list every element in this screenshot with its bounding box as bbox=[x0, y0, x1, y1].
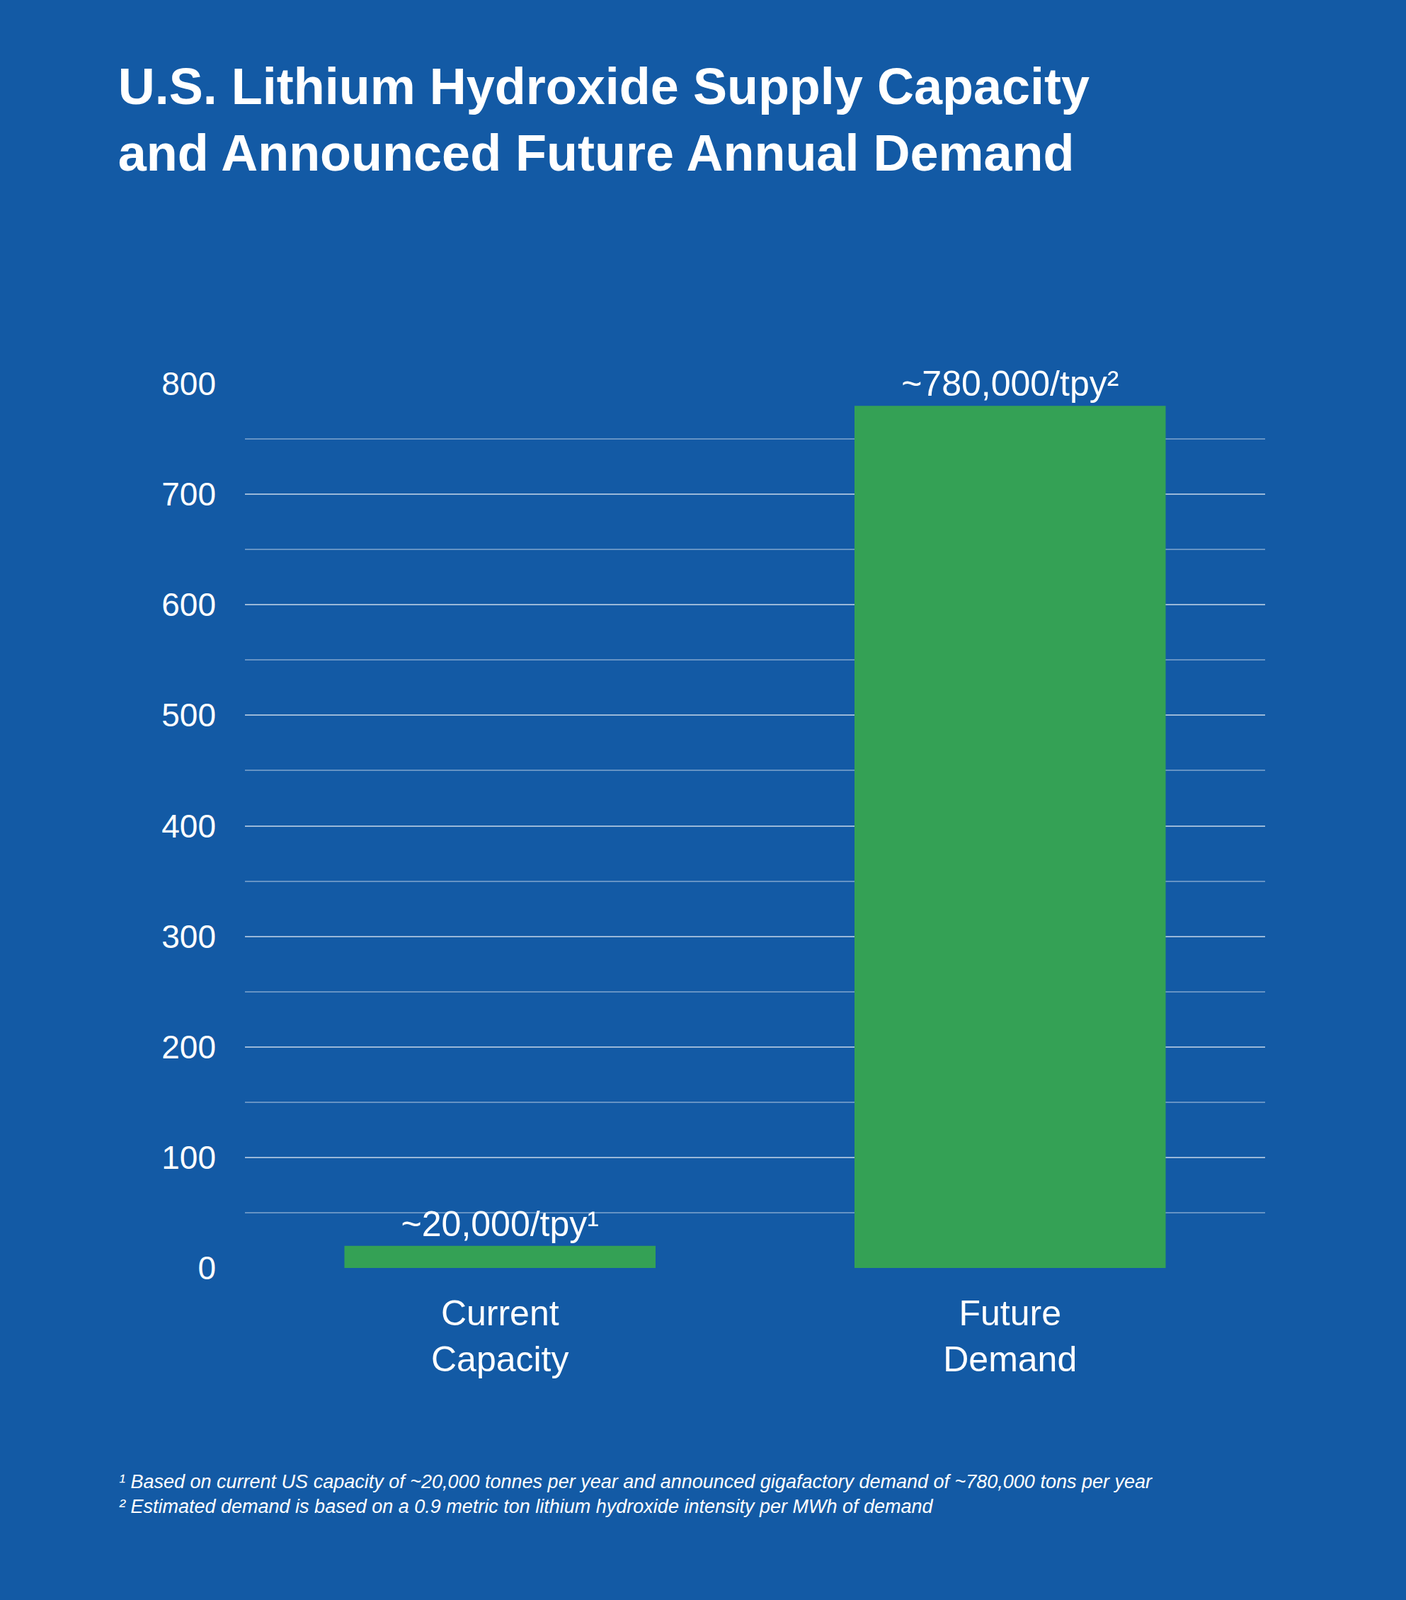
svg-text:FutureDemand: FutureDemand bbox=[942, 1293, 1077, 1380]
svg-text:300: 300 bbox=[161, 918, 216, 956]
svg-text:100: 100 bbox=[161, 1139, 216, 1176]
svg-text:600: 600 bbox=[161, 586, 216, 624]
svg-text:700: 700 bbox=[161, 475, 216, 513]
svg-text:~20,000/tpy¹: ~20,000/tpy¹ bbox=[401, 1204, 599, 1244]
svg-text:800: 800 bbox=[161, 365, 216, 403]
svg-text:400: 400 bbox=[161, 807, 216, 845]
svg-text:200: 200 bbox=[161, 1028, 216, 1066]
svg-text:CurrentCapacity: CurrentCapacity bbox=[431, 1293, 570, 1380]
svg-text:U.S. Lithium Hydroxide Supply: U.S. Lithium Hydroxide Supply Capacityan… bbox=[118, 58, 1090, 182]
svg-text:~780,000/tpy²: ~780,000/tpy² bbox=[901, 363, 1119, 404]
svg-text:500: 500 bbox=[161, 696, 216, 734]
svg-text:0: 0 bbox=[197, 1249, 216, 1287]
svg-text:¹ Based on current US capacity: ¹ Based on current US capacity of ~20,00… bbox=[118, 1471, 1153, 1518]
